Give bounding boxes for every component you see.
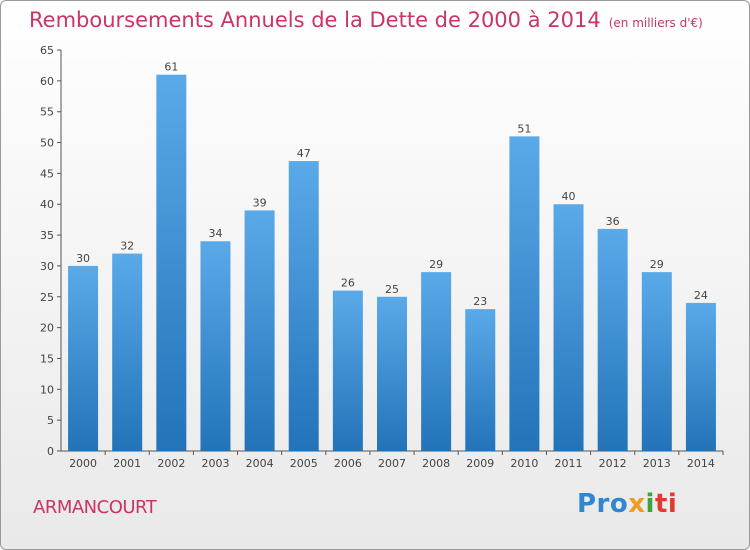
x-tick-label: 2006 xyxy=(334,457,362,470)
bar-value-label: 24 xyxy=(694,289,708,302)
bar xyxy=(553,204,584,451)
bar-value-label: 39 xyxy=(253,196,267,209)
y-tick-label: 35 xyxy=(40,229,54,242)
bar xyxy=(641,272,672,451)
y-tick-label: 65 xyxy=(40,44,54,57)
logo-part: x xyxy=(628,489,646,519)
y-tick-label: 50 xyxy=(40,137,54,150)
bar-value-label: 36 xyxy=(606,215,620,228)
logo-part: ti xyxy=(654,489,678,519)
x-tick-label: 2007 xyxy=(378,457,406,470)
y-tick-label: 55 xyxy=(40,106,54,119)
x-tick-label: 2002 xyxy=(157,457,185,470)
x-tick-label: 2013 xyxy=(643,457,671,470)
y-tick-label: 45 xyxy=(40,167,54,180)
y-axis: 0 5 10 15 20 25 30 35 40 45 50 55 60 65 xyxy=(40,44,62,458)
logo-part: Pro xyxy=(577,489,629,519)
y-tick-label: 25 xyxy=(40,291,54,304)
x-tick-label: 2000 xyxy=(69,457,97,470)
bar-value-label: 40 xyxy=(562,190,576,203)
chart-unit: (en milliers d'€) xyxy=(608,16,703,30)
x-tick-label: 2009 xyxy=(466,457,494,470)
y-tick-label: 30 xyxy=(40,260,54,273)
x-tick-label: 2004 xyxy=(246,457,274,470)
bar xyxy=(200,241,231,451)
y-tick-label: 0 xyxy=(47,445,54,458)
logo-part: i xyxy=(645,489,655,519)
y-tick-label: 40 xyxy=(40,198,54,211)
bar xyxy=(685,302,716,451)
bar-value-label: 26 xyxy=(341,277,355,290)
x-tick-label: 2010 xyxy=(510,457,538,470)
bar xyxy=(156,74,187,451)
bar xyxy=(244,210,275,451)
x-axis: 2000 2001 2002 2003 2004 2005 2006 2007 2008 2009… xyxy=(61,450,724,470)
bar-value-label: 32 xyxy=(120,240,134,253)
y-tick-label: 5 xyxy=(47,414,54,427)
x-tick-label: 2005 xyxy=(290,457,318,470)
bar xyxy=(68,265,99,451)
bar xyxy=(112,253,143,451)
proxiti-logo: Proxiti xyxy=(577,489,677,519)
x-tick-label: 2001 xyxy=(113,457,141,470)
bar-value-label: 34 xyxy=(208,227,222,240)
commune-name: ARMANCOURT xyxy=(33,497,157,518)
y-tick-label: 15 xyxy=(40,352,54,365)
bar-value-label: 51 xyxy=(517,122,531,135)
bar xyxy=(597,228,628,451)
bar-value-label: 30 xyxy=(76,252,90,265)
x-tick-label: 2011 xyxy=(555,457,583,470)
x-tick-label: 2003 xyxy=(201,457,229,470)
x-tick-label: 2008 xyxy=(422,457,450,470)
bar xyxy=(332,290,363,451)
bar xyxy=(377,296,407,451)
bar xyxy=(465,309,496,451)
chart-title-text: Remboursements Annuels de la Dette de 20… xyxy=(29,8,601,32)
y-tick-label: 10 xyxy=(40,383,54,396)
bar xyxy=(509,136,540,451)
chart-title: Remboursements Annuels de la Dette de 20… xyxy=(29,8,703,32)
bar-value-label: 61 xyxy=(164,61,178,74)
bar-value-label: 29 xyxy=(429,258,443,271)
bar-value-label: 47 xyxy=(297,147,311,160)
bar-value-label: 23 xyxy=(473,295,487,308)
bars: 30 32 61 34 39 47 26 25 29 23 51 40 36 29 24 xyxy=(68,61,716,452)
y-tick-label: 60 xyxy=(40,75,54,88)
y-tick-label: 20 xyxy=(40,322,54,335)
bar-value-label: 29 xyxy=(650,258,664,271)
x-tick-label: 2012 xyxy=(599,457,627,470)
x-tick-label: 2014 xyxy=(687,457,715,470)
bar xyxy=(421,272,452,451)
bar-value-label: 25 xyxy=(385,283,399,296)
bar xyxy=(288,161,319,452)
